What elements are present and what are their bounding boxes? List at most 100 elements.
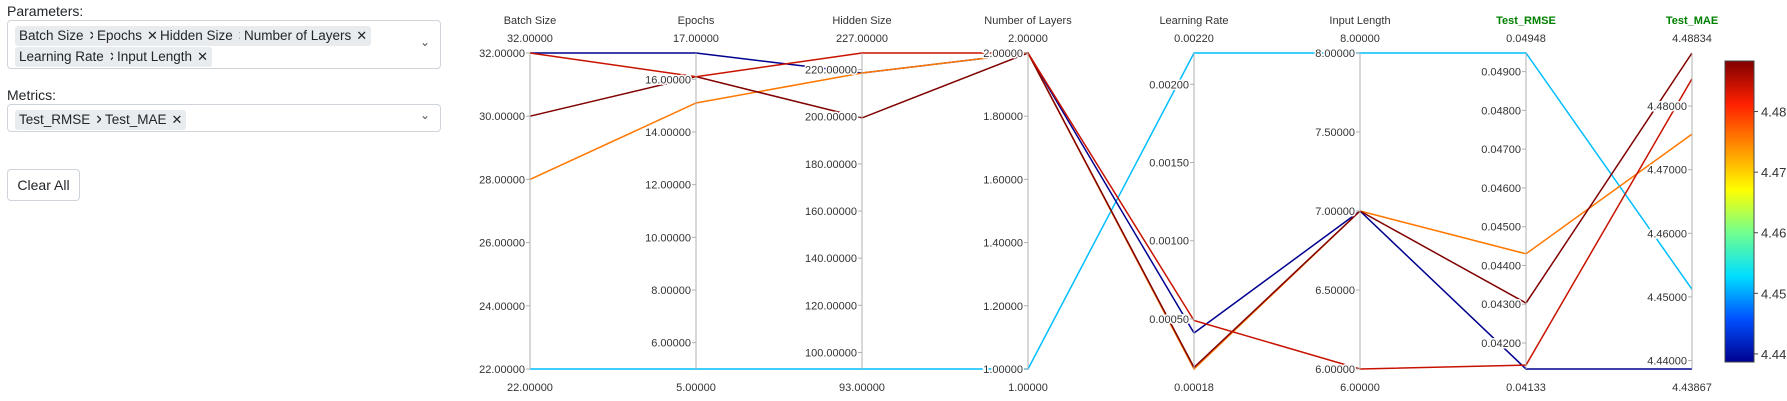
axis-tick-label: 160.00000: [805, 206, 857, 218]
axis-tick-label: 0.04700: [1481, 144, 1521, 156]
axis-tick-label: 0.00050: [1149, 314, 1189, 326]
axis-tick-label: 1.40000: [983, 238, 1023, 250]
chevron-down-icon[interactable]: ⌄: [419, 35, 430, 49]
axis-max-label: 0.04948: [1506, 33, 1546, 45]
axis-tick-label: 6.00000: [651, 338, 691, 350]
axis-tick-label: 0.00100: [1149, 236, 1189, 248]
axis-title[interactable]: Epochs: [678, 15, 715, 27]
axis-tick-label: 4.47000: [1647, 165, 1687, 177]
axis-tick-label: 1.20000: [983, 301, 1023, 313]
axis-min-label: 4.43867: [1672, 382, 1712, 394]
parameters-select[interactable]: Batch Size✕Epochs✕Hidden Size✕Number of …: [7, 20, 441, 69]
axis-tick-label: 0.04400: [1481, 260, 1521, 272]
axis: Test_MAE 4.48834 4.43867 4.48000 4.47000 4.46…: [1646, 15, 1718, 394]
colorbar-tick-label: 4.46: [1761, 226, 1786, 241]
axis-tick-label: 220.00000: [805, 65, 857, 77]
close-icon[interactable]: ✕: [95, 112, 106, 127]
chip-label: Epochs: [97, 28, 143, 43]
axis-tick-label: 2.00000: [983, 48, 1023, 60]
data-line[interactable]: [529, 52, 1693, 369]
close-icon[interactable]: ✕: [356, 28, 368, 43]
axis-tick-label: 10.00000: [645, 232, 691, 244]
axis-tick-label: 0.04500: [1481, 222, 1521, 234]
axis-title[interactable]: Learning Rate: [1159, 15, 1228, 27]
axis-tick-label: 22.00000: [479, 364, 525, 376]
axis: Test_RMSE 0.04948 0.04133 0.04900 0.04800 0.0…: [1480, 15, 1556, 394]
axis: Hidden Size 227.00000 93.00000 220.00000 200…: [804, 15, 892, 394]
data-line[interactable]: [530, 52, 1692, 370]
axis-tick-label: 6.50000: [1315, 285, 1355, 297]
colorbar: 4.48 4.47 4.46 4.45 4.44: [1724, 60, 1786, 363]
lines-layer: [529, 52, 1693, 371]
colorbar-tick-label: 4.48: [1761, 105, 1786, 120]
selected-chip: Epochs ✕: [93, 26, 162, 46]
axis-tick-label: 7.00000: [1315, 206, 1355, 218]
axis-tick-label: 0.04800: [1481, 105, 1521, 117]
selected-chip: Batch Size✕: [15, 26, 104, 46]
axis-tick-label: 120.00000: [805, 300, 857, 312]
axis-tick-label: 180.00000: [805, 159, 857, 171]
axis-tick-label: 4.46000: [1647, 228, 1687, 240]
axis-max-label: 4.48834: [1672, 33, 1712, 45]
axis-tick-label: 0.04300: [1481, 299, 1521, 311]
axis-max-label: 8.00000: [1340, 33, 1380, 45]
axis-title[interactable]: Batch Size: [504, 15, 557, 27]
chip-label: Input Length: [117, 49, 193, 64]
axis-tick-label: 0.04200: [1481, 338, 1521, 350]
axis-min-label: 93.00000: [839, 382, 885, 394]
axis-tick-label: 32.00000: [479, 48, 525, 60]
axis-tick-label: 0.04600: [1481, 183, 1521, 195]
axis-min-label: 5.00000: [676, 382, 716, 394]
axis-tick-label: 1.80000: [983, 111, 1023, 123]
colorbar-tick-label: 4.44: [1761, 347, 1786, 362]
selected-chip: Test_MAE ✕: [101, 110, 187, 130]
axis-tick-label: 8.00000: [1315, 48, 1355, 60]
clear-all-button[interactable]: Clear All: [7, 169, 80, 201]
axis-title[interactable]: Test_MAE: [1666, 15, 1718, 27]
selected-chip: Number of Layers ✕: [240, 26, 372, 46]
close-icon[interactable]: ✕: [171, 112, 183, 127]
axis-max-label: 17.00000: [673, 33, 719, 45]
axis-tick-label: 7.50000: [1315, 127, 1355, 139]
axis-tick-label: 100.00000: [805, 347, 857, 359]
axis-tick-label: 30.00000: [479, 111, 525, 123]
chip-label: Batch Size: [19, 28, 84, 43]
axis: Batch Size 32.00000 22.00000 32.00000 30.000…: [478, 15, 557, 394]
selected-chip: Input Length ✕: [113, 47, 212, 67]
axis-tick-label: 12.00000: [645, 180, 691, 192]
axis-min-label: 22.00000: [507, 382, 553, 394]
axes-layer: Batch Size 32.00000 22.00000 32.00000 30.000…: [478, 15, 1719, 394]
axis-tick-label: 4.45000: [1647, 292, 1687, 304]
close-icon[interactable]: ✕: [147, 28, 158, 43]
axis-min-label: 6.00000: [1340, 382, 1380, 394]
axis-title[interactable]: Hidden Size: [832, 15, 891, 27]
axis-title[interactable]: Test_RMSE: [1496, 15, 1556, 27]
axis-tick-label: 14.00000: [645, 127, 691, 139]
axis-tick-label: 4.48000: [1647, 101, 1687, 113]
axis-tick-label: 28.00000: [479, 174, 525, 186]
chip-label: Learning Rate: [19, 49, 104, 64]
axis-min-label: 0.00018: [1174, 382, 1214, 394]
axis: Input Length 8.00000 6.00000 8.00000 7.50000…: [1314, 15, 1391, 394]
close-icon[interactable]: ✕: [197, 49, 208, 64]
axis-max-label: 0.00220: [1174, 33, 1214, 45]
colorbar-tick-label: 4.45: [1761, 286, 1786, 301]
axis-tick-label: 1.60000: [983, 174, 1023, 186]
axis-tick-label: 4.44000: [1647, 356, 1687, 368]
axis: Number of Layers 2.00000 1.00000 2.00000 1.8…: [982, 15, 1072, 394]
colorbar-gradient: [1724, 60, 1755, 363]
axis-title[interactable]: Number of Layers: [984, 15, 1072, 27]
filter-panel: Parameters: Batch Size✕Epochs✕Hidden Siz…: [0, 0, 450, 401]
colorbar-tick-label: 4.47: [1761, 165, 1786, 180]
data-line[interactable]: [529, 52, 1693, 370]
axis-max-label: 2.00000: [1008, 33, 1048, 45]
axis-tick-label: 6.00000: [1315, 364, 1355, 376]
axis-title[interactable]: Input Length: [1329, 15, 1390, 27]
axis-tick-label: 0.04900: [1481, 67, 1521, 79]
axis-tick-label: 0.00150: [1149, 158, 1189, 170]
axis: Epochs 17.00000 5.00000 16.00000 14.00000 12.…: [644, 15, 719, 394]
metrics-select[interactable]: Test_RMSE✕Test_MAE✕ ⌄: [7, 104, 441, 132]
chevron-down-icon[interactable]: ⌄: [419, 108, 430, 122]
parameters-label: Parameters:: [7, 3, 84, 19]
